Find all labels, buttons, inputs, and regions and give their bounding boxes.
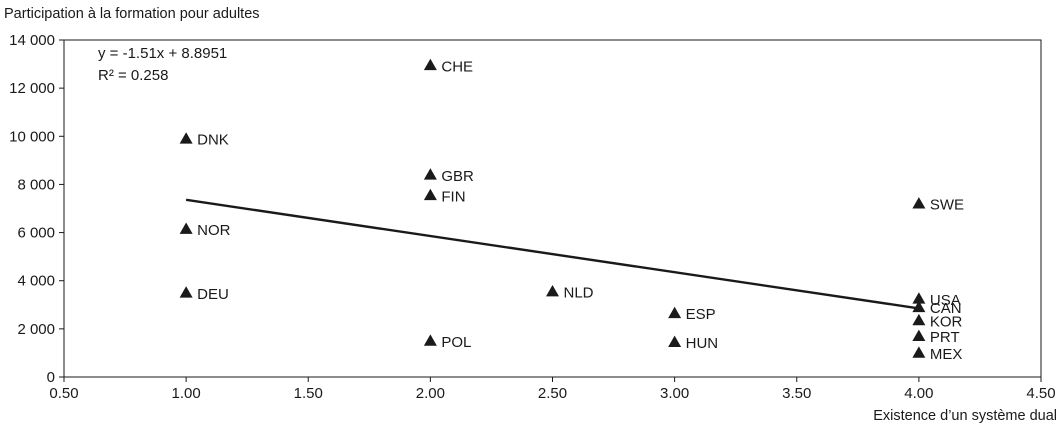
point-fin — [423, 188, 437, 201]
x-tick-label: 0.50 — [49, 385, 78, 402]
point-dnk — [179, 132, 193, 144]
point-gbr — [423, 168, 437, 180]
point-label-che: CHE — [441, 58, 473, 75]
y-tick-label: 4 000 — [17, 273, 55, 290]
x-axis-title: Existence d’un système dual — [873, 408, 1057, 424]
point-label-prt: PRT — [930, 329, 960, 346]
point-prt — [912, 329, 926, 341]
x-tick-label: 4.50 — [1026, 385, 1055, 402]
x-tick-label: 1.50 — [294, 385, 323, 402]
point-label-swe: SWE — [930, 197, 964, 214]
r-squared-label: R² = 0.258 — [98, 67, 168, 84]
point-nld — [546, 285, 559, 297]
regression-equation: y = -1.51x + 8.8951 — [98, 45, 227, 62]
point-usa — [912, 292, 926, 304]
point-label-esp: ESP — [686, 306, 716, 323]
point-label-nor: NOR — [197, 222, 231, 239]
point-hun — [668, 335, 682, 347]
trendline — [185, 198, 920, 310]
y-tick-label: 2 000 — [17, 321, 55, 338]
point-can — [912, 300, 926, 313]
y-tick-label: 14 000 — [9, 32, 55, 49]
point-label-can: CAN — [930, 300, 962, 317]
x-tick-label: 1.00 — [172, 385, 201, 402]
point-label-dnk: DNK — [197, 132, 229, 149]
axes: 0 2 000 4 000 6 000 8 000 10 000 12 000 14 000 0… — [9, 32, 1055, 402]
y-tick-label: 0 — [47, 369, 55, 386]
point-label-fin: FIN — [441, 188, 465, 205]
trendline-group — [185, 198, 920, 310]
point-nor — [179, 222, 193, 234]
x-tick-label: 4.00 — [904, 385, 933, 402]
point-label-gbr: GBR — [441, 168, 474, 185]
point-kor — [912, 313, 926, 326]
x-tick-label: 2.50 — [538, 385, 567, 402]
point-label-usa: USA — [930, 292, 961, 309]
point-che — [423, 58, 437, 71]
point-label-mex: MEX — [930, 346, 963, 363]
point-pol — [423, 334, 437, 346]
point-mex — [912, 346, 926, 358]
y-tick-label: 8 000 — [17, 176, 55, 193]
y-axis-title: Participation à la formation pour adulte… — [4, 6, 260, 22]
point-deu — [179, 286, 193, 298]
point-label-kor: KOR — [930, 313, 963, 330]
point-esp — [668, 306, 682, 319]
data-points: DNK NOR DEU CHE GBR FIN POL NLD ESP HUN SWE USACANK… — [179, 58, 964, 363]
plot-frame — [63, 39, 1042, 378]
point-label-nld: NLD — [564, 285, 594, 302]
y-tick-label: 6 000 — [17, 225, 55, 242]
x-tick-label: 2.00 — [416, 385, 445, 402]
x-tick-label: 3.00 — [660, 385, 689, 402]
point-swe — [912, 197, 926, 209]
point-label-deu: DEU — [197, 286, 229, 303]
point-label-pol: POL — [441, 334, 471, 351]
y-tick-label: 12 000 — [9, 80, 55, 97]
y-tick-label: 10 000 — [9, 128, 55, 145]
x-tick-label: 3.50 — [782, 385, 811, 402]
point-label-hun: HUN — [686, 335, 719, 352]
